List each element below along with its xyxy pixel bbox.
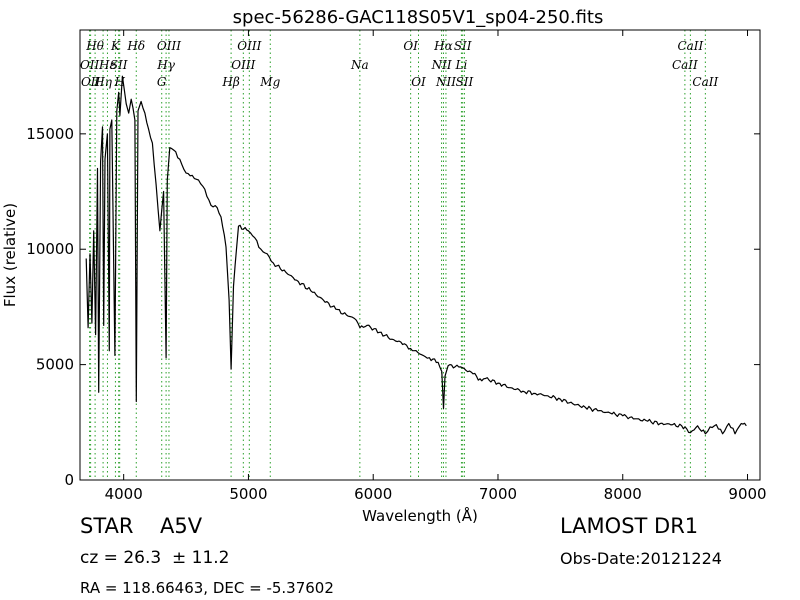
obs-date: Obs-Date:20121224 xyxy=(560,549,722,568)
line-marker-label: Mg xyxy=(259,75,280,89)
line-marker-label: SII xyxy=(456,75,474,89)
line-marker-label: Hα xyxy=(433,39,453,53)
redshift-text: cz = 26.3 ± 11.2 xyxy=(80,548,230,568)
x-tick-label: 7000 xyxy=(479,485,517,503)
spectrum-line-layer xyxy=(85,75,747,435)
object-subclass: A5V xyxy=(160,514,203,538)
line-marker-label: CaII xyxy=(692,75,718,89)
line-marker-label: Hδ xyxy=(126,39,145,53)
x-tick-label: 9000 xyxy=(728,485,766,503)
line-marker-label: CaII xyxy=(672,58,698,72)
x-tick-label: 4000 xyxy=(105,485,143,503)
line-marker-label: NII xyxy=(435,75,456,89)
y-tick-label: 15000 xyxy=(26,125,74,143)
x-tick-label: 8000 xyxy=(604,485,642,503)
line-marker-label: Hη xyxy=(93,75,112,89)
line-marker-label: NII xyxy=(431,58,452,72)
y-axis-label: Flux (relative) xyxy=(1,203,19,307)
y-tick-label: 10000 xyxy=(26,240,74,258)
chart-title: spec-56286-GAC118S05V1_sp04-250.fits xyxy=(233,7,604,28)
spectral-line-markers: OIIOIIHθHηHεKSIIHHδGHγOIIIHβOIIIOIIIMgNa… xyxy=(80,30,719,480)
x-tick-label: 5000 xyxy=(229,485,267,503)
object-class: STAR xyxy=(80,514,134,538)
line-marker-label: Hε xyxy=(98,58,116,72)
plot-frame xyxy=(79,29,761,481)
line-marker-label: Hβ xyxy=(221,75,239,89)
line-marker-label: SII xyxy=(110,58,128,72)
line-marker-label: SII xyxy=(454,39,472,53)
line-marker-label: OIII xyxy=(237,39,261,53)
line-marker-label: OII xyxy=(80,58,100,72)
line-marker-label: Na xyxy=(350,58,369,72)
line-marker-label: Li xyxy=(455,58,468,72)
axes-layer: 4000 5000 6000 7000 8000 9000 0 5000 10000 15000 xyxy=(26,30,767,503)
y-tick-label: 0 xyxy=(64,471,74,489)
line-marker-label: OIII xyxy=(157,39,181,53)
x-axis-label: Wavelength (Å) xyxy=(362,506,478,525)
line-marker-label: K xyxy=(110,39,121,53)
coordinates-text: RA = 118.66463, DEC = -5.37602 xyxy=(80,579,334,597)
line-marker-label: OI xyxy=(403,39,418,53)
line-marker-label: OII xyxy=(81,75,101,89)
line-marker-label: OI xyxy=(411,75,426,89)
line-marker-label: G xyxy=(157,75,167,89)
spectrum-line xyxy=(85,75,747,435)
line-marker-label: OIII xyxy=(231,58,255,72)
survey-name: LAMOST DR1 xyxy=(560,514,699,538)
line-marker-label: Hθ xyxy=(85,39,104,53)
y-tick-label: 5000 xyxy=(36,356,74,374)
line-marker-label: Hγ xyxy=(156,58,175,72)
line-marker-label: CaII xyxy=(677,39,703,53)
x-tick-label: 6000 xyxy=(354,485,392,503)
